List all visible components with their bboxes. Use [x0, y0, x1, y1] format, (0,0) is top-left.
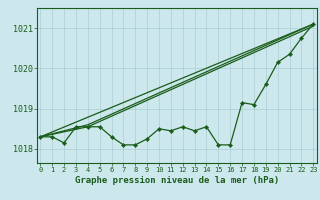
X-axis label: Graphe pression niveau de la mer (hPa): Graphe pression niveau de la mer (hPa): [75, 176, 279, 185]
